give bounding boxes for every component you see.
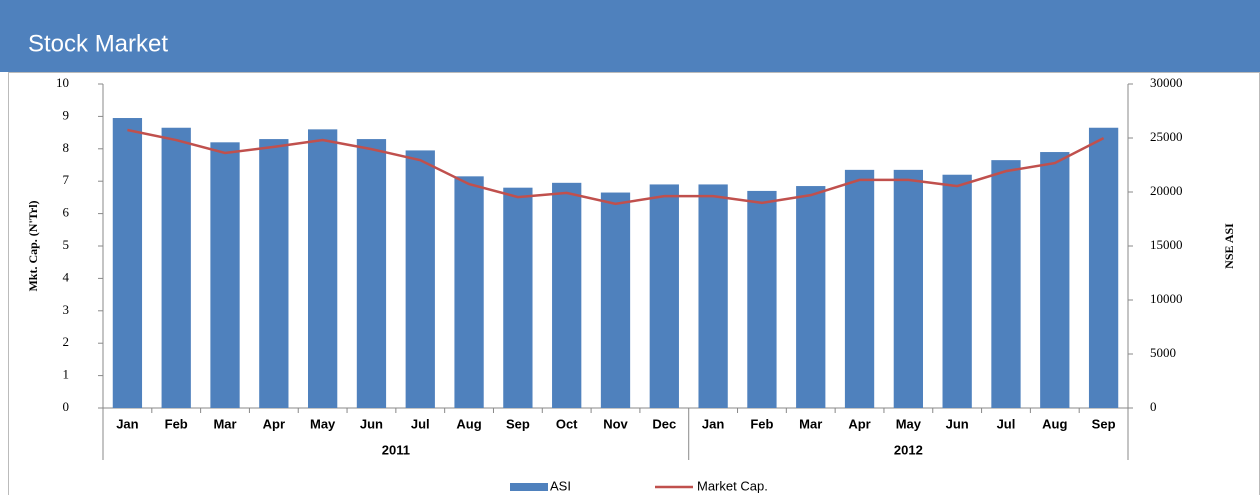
x-tick-label: Oct xyxy=(556,416,578,431)
y2-tick-label: 0 xyxy=(1150,399,1157,414)
y-tick-label: 0 xyxy=(63,399,70,414)
bar xyxy=(649,184,679,408)
group-label: 2012 xyxy=(894,442,923,457)
line xyxy=(127,128,1105,206)
x-tick-label: May xyxy=(896,416,922,431)
x-tick-label: Jan xyxy=(702,416,724,431)
y-tick-label: 7 xyxy=(63,172,70,187)
bar xyxy=(747,190,777,408)
x-tick-label: Feb xyxy=(750,416,773,431)
x-tick-label: Sep xyxy=(1092,416,1116,431)
bar xyxy=(112,118,143,409)
y-tick-label: 10 xyxy=(56,75,69,90)
bar xyxy=(259,139,289,408)
x-tick-label: Dec xyxy=(652,416,676,431)
bar xyxy=(454,176,484,408)
bar xyxy=(1088,127,1119,409)
bar xyxy=(405,150,435,409)
legend-label: ASI xyxy=(550,478,571,493)
legend-swatch xyxy=(510,483,548,491)
y-tick-label: 1 xyxy=(63,367,70,382)
x-tick-label: Aug xyxy=(1042,416,1067,431)
bar xyxy=(942,174,972,408)
x-tick-label: May xyxy=(310,416,336,431)
x-tick-label: Mar xyxy=(213,416,236,431)
bar xyxy=(1040,152,1070,408)
legend-label: Market Cap. xyxy=(697,478,768,493)
bar xyxy=(210,142,240,408)
x-tick-label: Mar xyxy=(799,416,822,431)
y2-tick-label: 20000 xyxy=(1150,183,1183,198)
bar xyxy=(600,192,631,408)
frame xyxy=(8,72,1260,495)
bar xyxy=(796,186,826,408)
x-tick-label: Feb xyxy=(165,416,188,431)
x-tick-label: Jun xyxy=(946,416,969,431)
y2-axis-title: NSE ASI xyxy=(1222,223,1236,269)
header-bar xyxy=(0,0,1260,72)
y-tick-label: 4 xyxy=(63,269,70,284)
bar xyxy=(308,129,338,409)
bar xyxy=(991,160,1021,408)
bar xyxy=(552,182,582,408)
bar xyxy=(698,184,728,408)
chart-title: Stock Market xyxy=(28,30,168,57)
y2-tick-label: 30000 xyxy=(1150,75,1183,90)
y-tick-label: 9 xyxy=(63,107,70,122)
bar xyxy=(893,169,923,408)
y-tick-label: 8 xyxy=(63,140,70,155)
y2-tick-label: 15000 xyxy=(1150,237,1183,252)
x-tick-label: Apr xyxy=(263,416,285,431)
bar xyxy=(503,187,533,408)
bar xyxy=(844,169,875,408)
x-tick-label: Jul xyxy=(997,416,1016,431)
y-tick-label: 6 xyxy=(63,205,70,220)
x-tick-label: Jul xyxy=(411,416,430,431)
bar xyxy=(161,127,191,409)
y-tick-label: 5 xyxy=(63,237,70,252)
x-tick-label: Aug xyxy=(456,416,481,431)
x-tick-label: Apr xyxy=(848,416,870,431)
x-tick-label: Nov xyxy=(603,416,628,431)
x-tick-label: Sep xyxy=(506,416,530,431)
bar xyxy=(356,139,387,408)
y2-tick-label: 5000 xyxy=(1150,345,1176,360)
y-axis-title: Mkt. Cap. (N'Trl) xyxy=(26,200,40,291)
y-tick-label: 2 xyxy=(63,334,70,349)
y2-tick-label: 25000 xyxy=(1150,129,1183,144)
group-label: 2011 xyxy=(382,442,410,457)
x-tick-label: Jan xyxy=(116,416,138,431)
y-tick-label: 3 xyxy=(63,302,70,317)
x-tick-label: Jun xyxy=(360,416,383,431)
y2-tick-label: 10000 xyxy=(1150,291,1183,306)
